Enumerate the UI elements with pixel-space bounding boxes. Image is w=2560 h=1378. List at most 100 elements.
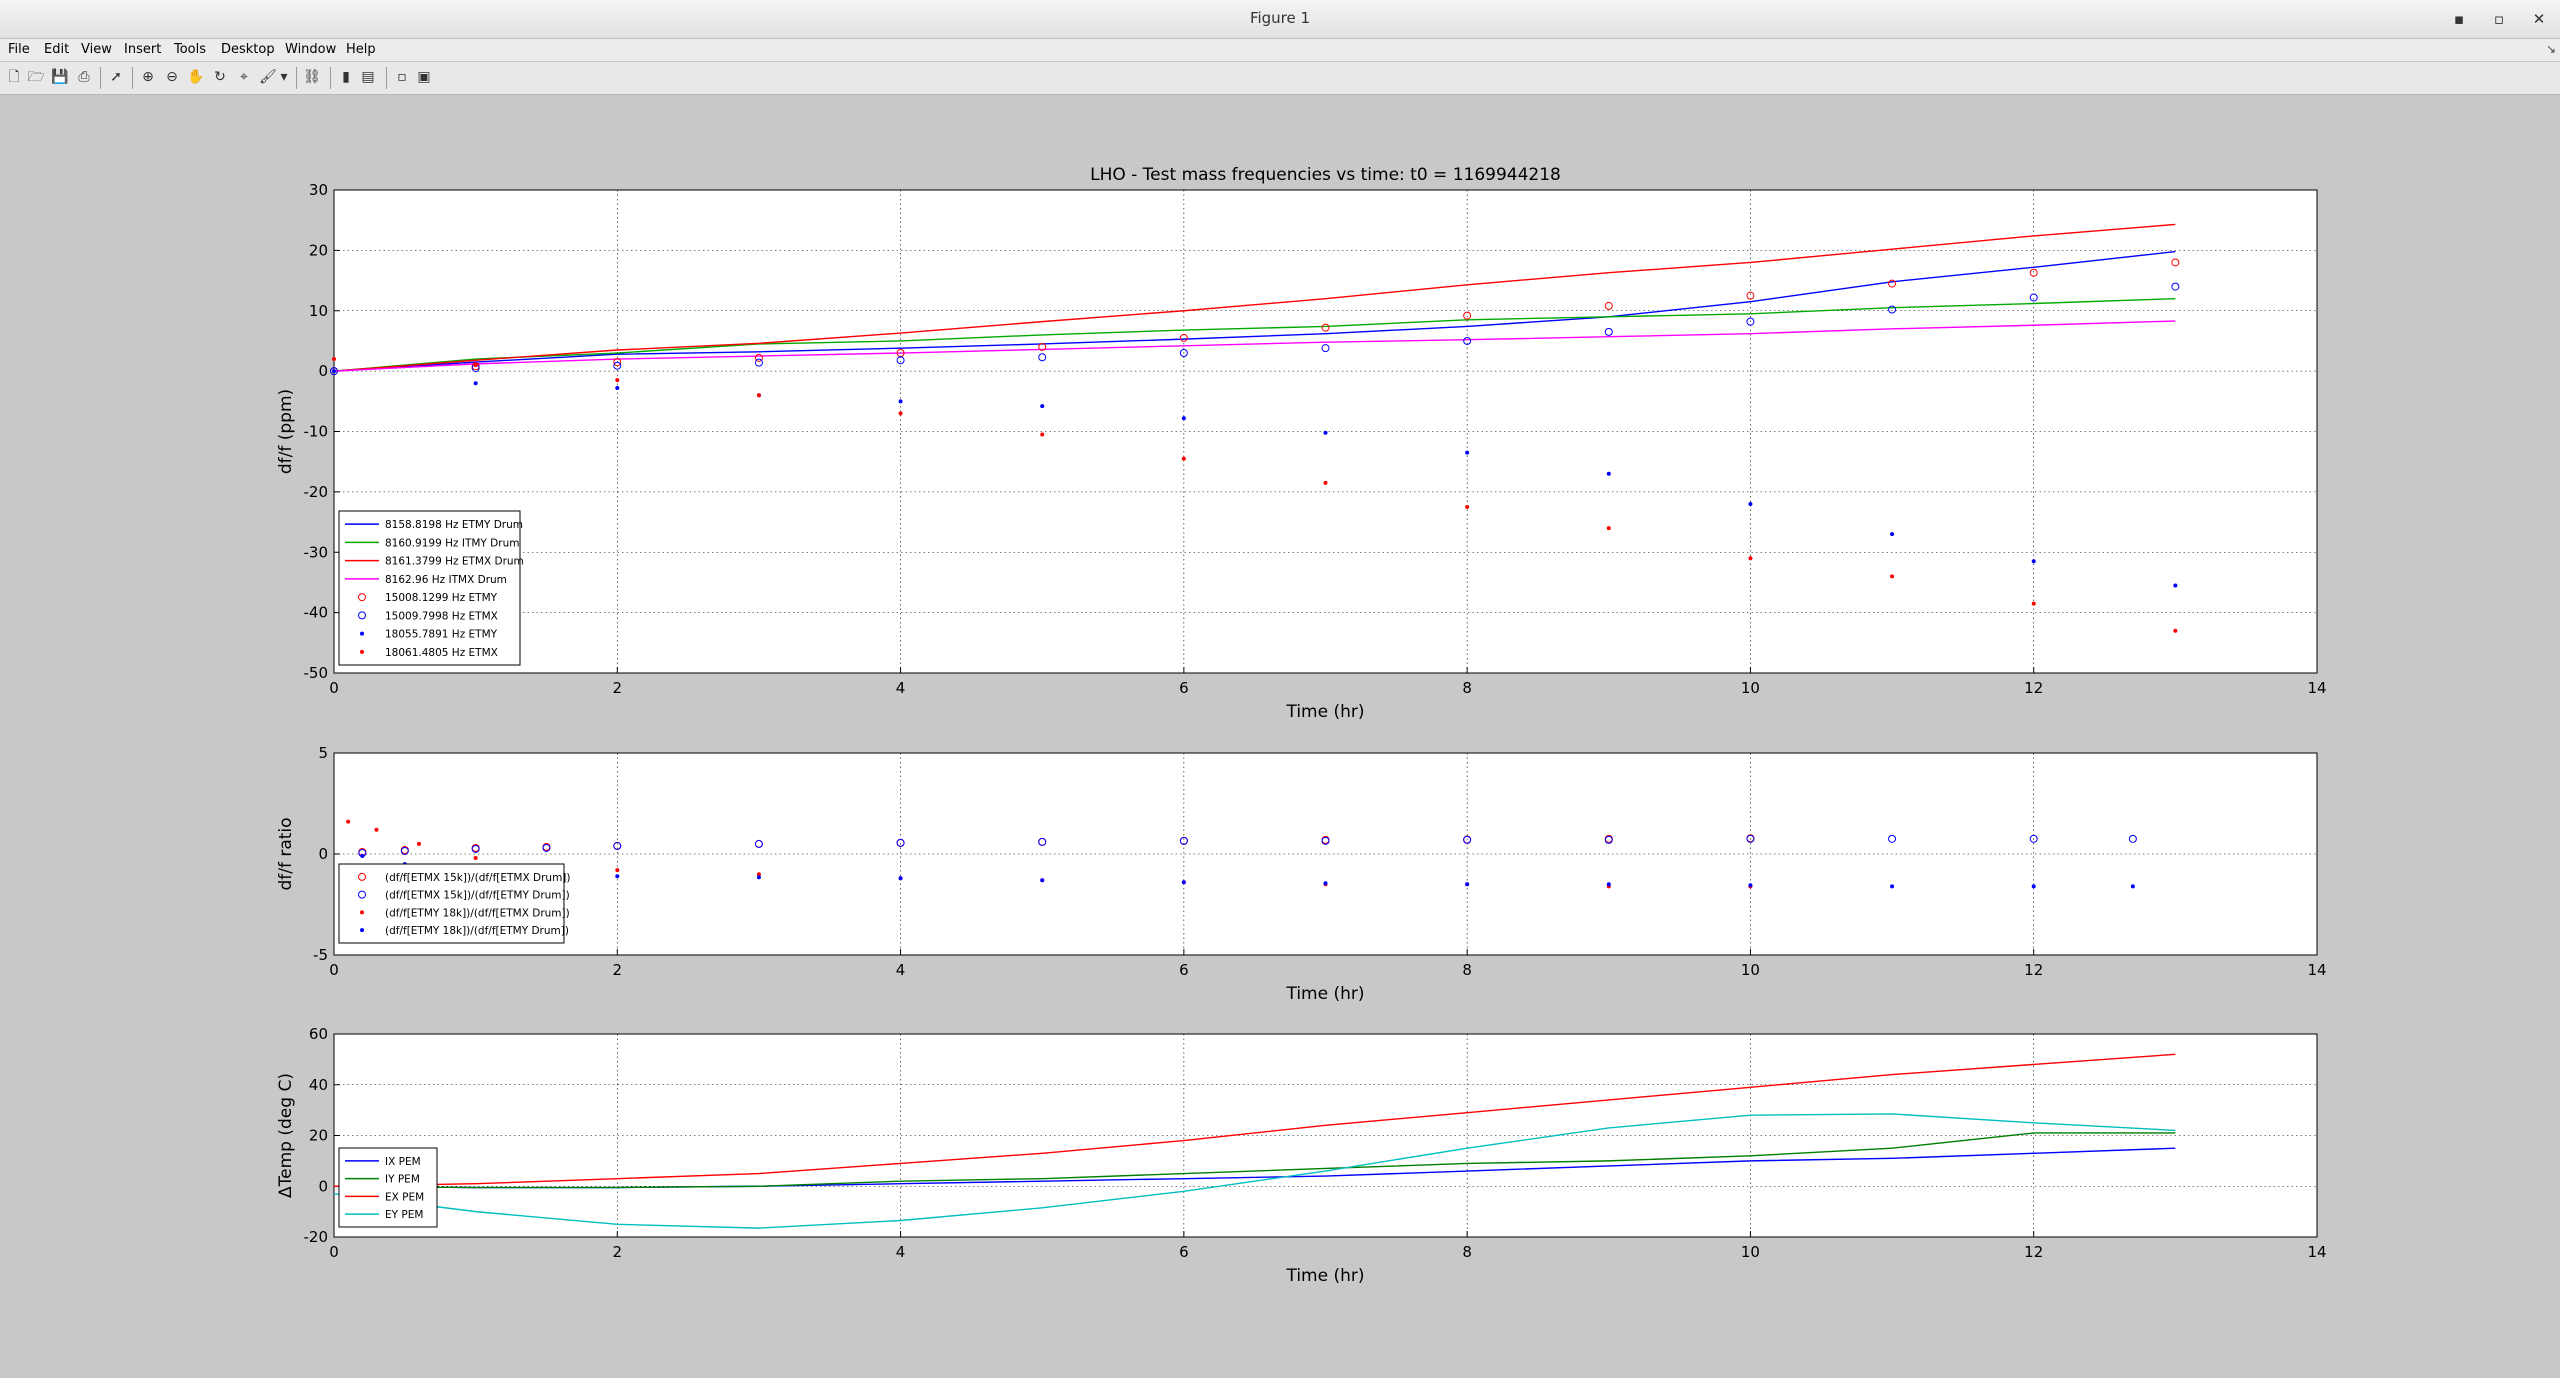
new-figure-icon[interactable]: 🗋: [8, 69, 20, 85]
edit-plot-arrow-icon[interactable]: ➚: [110, 69, 122, 85]
data-point-dot: [898, 399, 903, 404]
x-tick-label: 6: [1179, 961, 1189, 979]
x-tick-label: 2: [613, 1243, 623, 1261]
data-point-circle: [2029, 268, 2038, 277]
y-tick-label: 60: [309, 1025, 328, 1043]
menu-view[interactable]: View: [81, 42, 112, 57]
x-tick-label: 14: [2307, 961, 2326, 979]
x-axis-label: Time (hr): [1285, 702, 1364, 722]
x-tick-label: 6: [1179, 1243, 1189, 1261]
legend-label: (df/f[ETMY 18k])/(df/f[ETMX Drum]): [385, 907, 570, 919]
dock-arrow-icon[interactable]: ↘: [2545, 42, 2556, 56]
y-tick-label: -5: [313, 946, 328, 964]
legend-box: [338, 863, 565, 944]
data-point-dot: [2031, 884, 2036, 889]
x-axis-label: Time (hr): [1285, 1266, 1364, 1286]
link-plot-icon[interactable]: ⛓: [303, 69, 321, 85]
legend-label: 8158.8198 Hz ETMY Drum: [385, 519, 523, 531]
toolbar-separator: [296, 67, 297, 89]
menu-edit[interactable]: Edit: [44, 42, 70, 57]
show-plot-tools-icon[interactable]: ▣: [417, 69, 431, 85]
x-tick-label: 12: [2024, 961, 2043, 979]
data-point-dot: [756, 872, 761, 877]
data-point-circle: [754, 839, 763, 848]
data-point-circle: [754, 358, 763, 367]
data-point-circle: [1463, 835, 1472, 844]
legend-label: EX PEM: [385, 1191, 424, 1203]
minimize-button[interactable]: ▪: [2453, 10, 2465, 28]
data-point-dot: [1465, 450, 1470, 455]
y-axis-label: ΔTemp (deg C): [276, 1073, 296, 1198]
data-point-dot: [898, 876, 903, 881]
brush-icon[interactable]: 🖌: [259, 69, 277, 85]
data-point-dot: [1606, 526, 1611, 531]
zoom-out-icon[interactable]: ⊖: [166, 69, 178, 85]
open-file-icon[interactable]: 🗁: [27, 69, 45, 85]
y-tick-label: 10: [309, 302, 328, 320]
data-point-dot: [2130, 884, 2135, 889]
data-point-circle: [1038, 342, 1047, 351]
data-point-dot: [1748, 883, 1753, 888]
brush-dropdown-icon[interactable]: ▾: [280, 69, 288, 85]
y-tick-label: 20: [309, 241, 328, 259]
menu-help[interactable]: Help: [346, 42, 376, 57]
legend-label: IY PEM: [385, 1174, 420, 1186]
insert-colorbar-icon[interactable]: ▮: [342, 69, 350, 85]
x-tick-label: 4: [896, 679, 906, 697]
data-point-circle: [613, 841, 622, 850]
data-point-dot: [332, 357, 336, 362]
legend-label: 15009.7998 Hz ETMX: [385, 610, 498, 622]
rotate-3d-icon[interactable]: ↻: [214, 69, 226, 85]
y-tick-label: -40: [304, 604, 329, 622]
y-tick-label: -50: [304, 664, 329, 682]
legend-dot-swatch: [360, 928, 364, 933]
legend-label: EY PEM: [385, 1209, 423, 1221]
data-point-circle: [2171, 282, 2180, 291]
data-point-dot: [898, 411, 903, 416]
data-point-dot: [1323, 480, 1328, 485]
data-point-dot: [473, 381, 478, 386]
x-tick-label: 4: [896, 961, 906, 979]
menu-desktop[interactable]: Desktop: [221, 42, 275, 57]
data-point-dot: [1465, 882, 1470, 887]
save-icon[interactable]: 💾: [51, 69, 69, 85]
maximize-button[interactable]: ▫: [2493, 10, 2505, 28]
data-point-circle: [1179, 836, 1188, 845]
y-tick-label: 30: [309, 181, 328, 199]
data-point-dot: [1040, 432, 1045, 437]
insert-legend-icon[interactable]: ▤: [361, 69, 375, 85]
legend-label: (df/f[ETMX 15k])/(df/f[ETMX Drum]): [385, 872, 571, 884]
data-point-dot: [756, 393, 761, 398]
hide-plot-tools-icon[interactable]: ▫: [397, 69, 407, 85]
x-tick-label: 6: [1179, 679, 1189, 697]
legend-label: 18055.7891 Hz ETMY: [385, 629, 498, 641]
data-point-dot: [332, 369, 336, 374]
legend-label: IX PEM: [385, 1156, 421, 1168]
data-point-dot: [1606, 882, 1611, 887]
data-point-dot: [1040, 878, 1045, 883]
y-axis-label: df/f ratio: [276, 817, 296, 890]
data-cursor-icon[interactable]: ⌖: [240, 69, 248, 85]
print-icon[interactable]: ⎙: [78, 69, 90, 85]
y-tick-label: 0: [318, 1177, 328, 1195]
y-tick-label: -20: [304, 1228, 329, 1246]
data-point-circle: [2029, 834, 2038, 843]
x-tick-label: 10: [1741, 1243, 1760, 1261]
pan-hand-icon[interactable]: ✋: [187, 69, 205, 85]
window-title: Figure 1: [1249, 9, 1311, 27]
x-tick-label: 8: [1462, 1243, 1472, 1261]
menu-file[interactable]: File: [8, 42, 30, 57]
data-point-dot: [1890, 884, 1895, 889]
legend-label: 15008.1299 Hz ETMY: [385, 592, 498, 604]
menu-tools[interactable]: Tools: [174, 42, 207, 57]
data-point-circle: [1746, 834, 1755, 843]
menu-window[interactable]: Window: [285, 42, 337, 57]
data-point-dot: [473, 856, 478, 861]
menu-insert[interactable]: Insert: [124, 42, 162, 57]
data-point-dot: [2031, 601, 2036, 606]
window-titlebar: Figure 1 ▪ ▫ ✕: [0, 0, 2560, 39]
close-button[interactable]: ✕: [2532, 10, 2546, 28]
data-point-dot: [1323, 430, 1328, 435]
zoom-in-icon[interactable]: ⊕: [142, 69, 154, 85]
data-point-circle: [1746, 291, 1755, 300]
